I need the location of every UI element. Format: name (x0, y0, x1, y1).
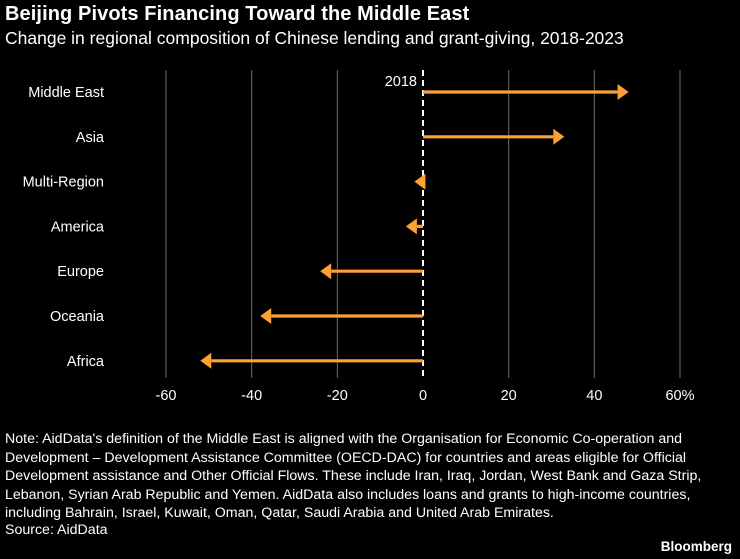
chart-title: Beijing Pivots Financing Toward the Midd… (5, 3, 470, 25)
category-label: America (51, 219, 105, 235)
category-label: Asia (76, 130, 105, 146)
arrow-head (553, 128, 565, 145)
arrow-head (617, 84, 629, 100)
category-label: Oceania (50, 309, 105, 325)
x-tick-label: 60% (665, 388, 694, 404)
arrow-head (414, 173, 426, 190)
x-tick-label: -60 (156, 388, 177, 404)
chart-source: Source: AidData (5, 522, 108, 538)
arrow-head (320, 263, 332, 280)
x-tick-label: -40 (241, 388, 262, 404)
arrow-head (405, 218, 417, 235)
bloomberg-logo: Bloomberg (660, 539, 732, 554)
x-tick-label: -20 (327, 388, 348, 404)
baseline-label: 2018 (385, 74, 417, 90)
chart-note: Note: AidData's definition of the Middle… (5, 431, 702, 521)
category-label: Europe (57, 264, 104, 280)
x-tick-label: 40 (586, 388, 602, 404)
x-tick-label: 0 (419, 388, 427, 404)
x-tick-label: 20 (501, 388, 517, 404)
category-label: Africa (67, 354, 105, 370)
arrow-head (200, 352, 212, 369)
arrow-head (260, 308, 272, 324)
arrow-chart: -60 -40 -20 0 20 40 60% 2018 Middle East Asia Mult… (23, 70, 695, 404)
category-label: Multi-Region (23, 175, 104, 191)
chart-subtitle: Change in regional composition of Chines… (5, 28, 624, 48)
category-label: Middle East (28, 85, 104, 101)
